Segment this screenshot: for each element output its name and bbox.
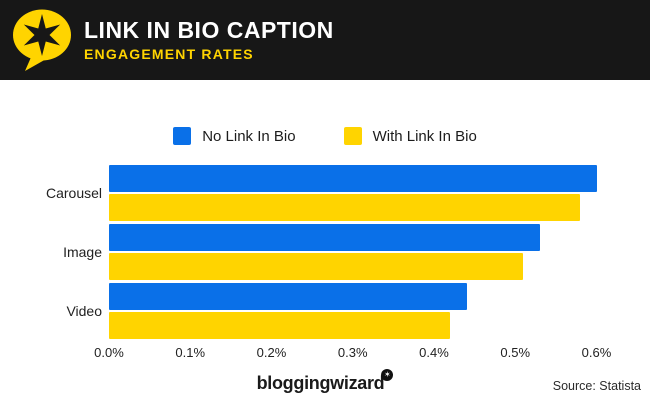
x-tick-label-0-4-: 0.4% xyxy=(419,345,449,360)
x-axis-spacer xyxy=(0,339,109,363)
x-tick-label-0-3-: 0.3% xyxy=(337,345,368,360)
footer: bloggingwizard✶ Source: Statista xyxy=(0,369,650,399)
bar-stack-video xyxy=(109,283,629,339)
bar-no-link-in-bio-image xyxy=(109,224,540,251)
brand-wordmark: bloggingwizard xyxy=(256,373,385,393)
bar-with-link-in-bio-image xyxy=(109,253,524,280)
x-tick-label-0-2-: 0.2% xyxy=(256,345,287,360)
star-speech-bubble-icon xyxy=(13,9,71,71)
x-tick-label-0-1-: 0.1% xyxy=(175,345,206,360)
bar-no-link-in-bio-video xyxy=(109,283,467,310)
x-tick-label-0-5-: 0.5% xyxy=(500,345,531,360)
bar-stack-carousel xyxy=(109,165,629,221)
legend-item-with-link-in-bio: With Link In Bio xyxy=(343,127,477,145)
legend-label: With Link In Bio xyxy=(372,127,477,145)
bar-group-image: Image xyxy=(0,224,650,280)
star-badge-icon: ✶ xyxy=(381,369,394,381)
bar-group-carousel: Carousel xyxy=(0,165,650,221)
legend-swatch-with-link-in-bio xyxy=(343,127,362,145)
legend: No Link In Bio With Link In Bio xyxy=(0,127,650,145)
bar-with-link-in-bio-video xyxy=(109,312,451,339)
source-credit: Source: Statista xyxy=(552,379,641,393)
x-tick-label-0-0-: 0.0% xyxy=(94,345,124,360)
bar-group-video: Video xyxy=(0,283,650,339)
brand-wrap: bloggingwizard✶ xyxy=(0,369,650,394)
category-label-video: Video xyxy=(66,303,102,319)
category-label-carousel: Carousel xyxy=(45,185,102,201)
legend-label: No Link In Bio xyxy=(202,127,296,145)
x-tick-label-0-6-: 0.6% xyxy=(581,345,612,360)
header-banner: LINK IN BIO CAPTION ENGAGEMENT RATES xyxy=(0,0,650,80)
legend-swatch-no-link-in-bio xyxy=(173,127,192,145)
page-title: LINK IN BIO CAPTION xyxy=(84,16,334,43)
x-axis: 0.0% 0.1% 0.2% 0.3% 0.4% 0.5% 0.6% xyxy=(94,345,629,363)
header-text: LINK IN BIO CAPTION ENGAGEMENT RATES xyxy=(84,16,334,63)
category-label-image: Image xyxy=(63,244,102,260)
legend-item-no-link-in-bio: No Link In Bio xyxy=(173,127,296,145)
page-subtitle: ENGAGEMENT RATES xyxy=(84,46,254,63)
bar-stack-image xyxy=(109,224,629,280)
bar-with-link-in-bio-carousel xyxy=(109,194,581,221)
bar-no-link-in-bio-carousel xyxy=(109,165,597,192)
x-axis-row: 0.0% 0.1% 0.2% 0.3% 0.4% 0.5% 0.6% xyxy=(0,339,650,363)
chart: Carousel Image Video xyxy=(0,165,650,339)
